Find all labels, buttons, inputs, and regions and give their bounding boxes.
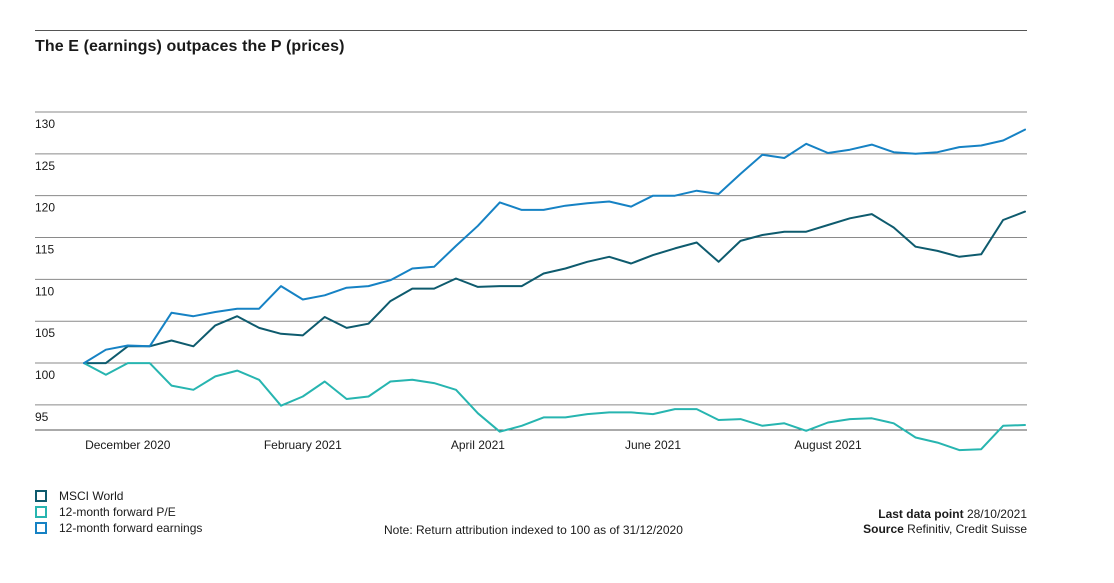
source-label: Source bbox=[863, 522, 904, 536]
last-data-label: Last data point bbox=[878, 507, 964, 521]
source-value: Refinitiv, Credit Suisse bbox=[907, 522, 1027, 536]
source-line: Source Refinitiv, Credit Suisse bbox=[863, 522, 1027, 537]
y-tick-label-130: 130 bbox=[35, 117, 55, 131]
series-line-12-month-forward-p-e bbox=[83, 362, 1026, 452]
legend-swatch-msci-world bbox=[35, 490, 47, 502]
y-tick-label-115: 115 bbox=[35, 243, 54, 257]
y-tick-label-95: 95 bbox=[35, 410, 49, 424]
chart-note: Note: Return attribution indexed to 100 … bbox=[384, 523, 683, 537]
legend-label-msci-world: MSCI World bbox=[59, 489, 124, 503]
legend-item-msci-world: MSCI World bbox=[35, 488, 202, 504]
last-data-point: Last data point 28/10/2021 bbox=[863, 507, 1027, 522]
x-tick-label-4: August 2021 bbox=[794, 438, 862, 452]
y-tick-label-125: 125 bbox=[35, 159, 55, 173]
line-chart: 95 100 105 110 115 120 125 130 December 2020 Febr… bbox=[35, 111, 1027, 452]
y-tick-label-120: 120 bbox=[35, 201, 55, 215]
legend-swatch-forward-earnings bbox=[35, 522, 47, 534]
chart-title: The E (earnings) outpaces the P (prices) bbox=[35, 38, 345, 55]
y-tick-label-105: 105 bbox=[35, 326, 55, 340]
source-block: Last data point 28/10/2021 Source Refini… bbox=[863, 507, 1027, 537]
title-rule bbox=[35, 30, 1027, 31]
x-tick-label-1: February 2021 bbox=[264, 438, 342, 452]
x-tick-label-3: June 2021 bbox=[625, 438, 681, 452]
legend-label-forward-pe: 12-month forward P/E bbox=[59, 505, 176, 519]
legend-item-forward-earnings: 12-month forward earnings bbox=[35, 520, 202, 536]
last-data-value: 28/10/2021 bbox=[966, 507, 1027, 521]
y-tick-label-100: 100 bbox=[35, 368, 55, 382]
legend: MSCI World 12-month forward P/E 12-month… bbox=[35, 488, 202, 536]
x-tick-label-2: April 2021 bbox=[451, 438, 505, 452]
legend-swatch-forward-pe bbox=[35, 506, 47, 518]
series-line-msci-world bbox=[83, 210, 1026, 365]
legend-label-forward-earnings: 12-month forward earnings bbox=[59, 521, 203, 535]
x-tick-label-0: December 2020 bbox=[85, 438, 171, 452]
legend-item-forward-pe: 12-month forward P/E bbox=[35, 504, 202, 520]
series-line-12-month-forward-earnings bbox=[83, 128, 1026, 365]
y-tick-label-110: 110 bbox=[35, 284, 54, 298]
